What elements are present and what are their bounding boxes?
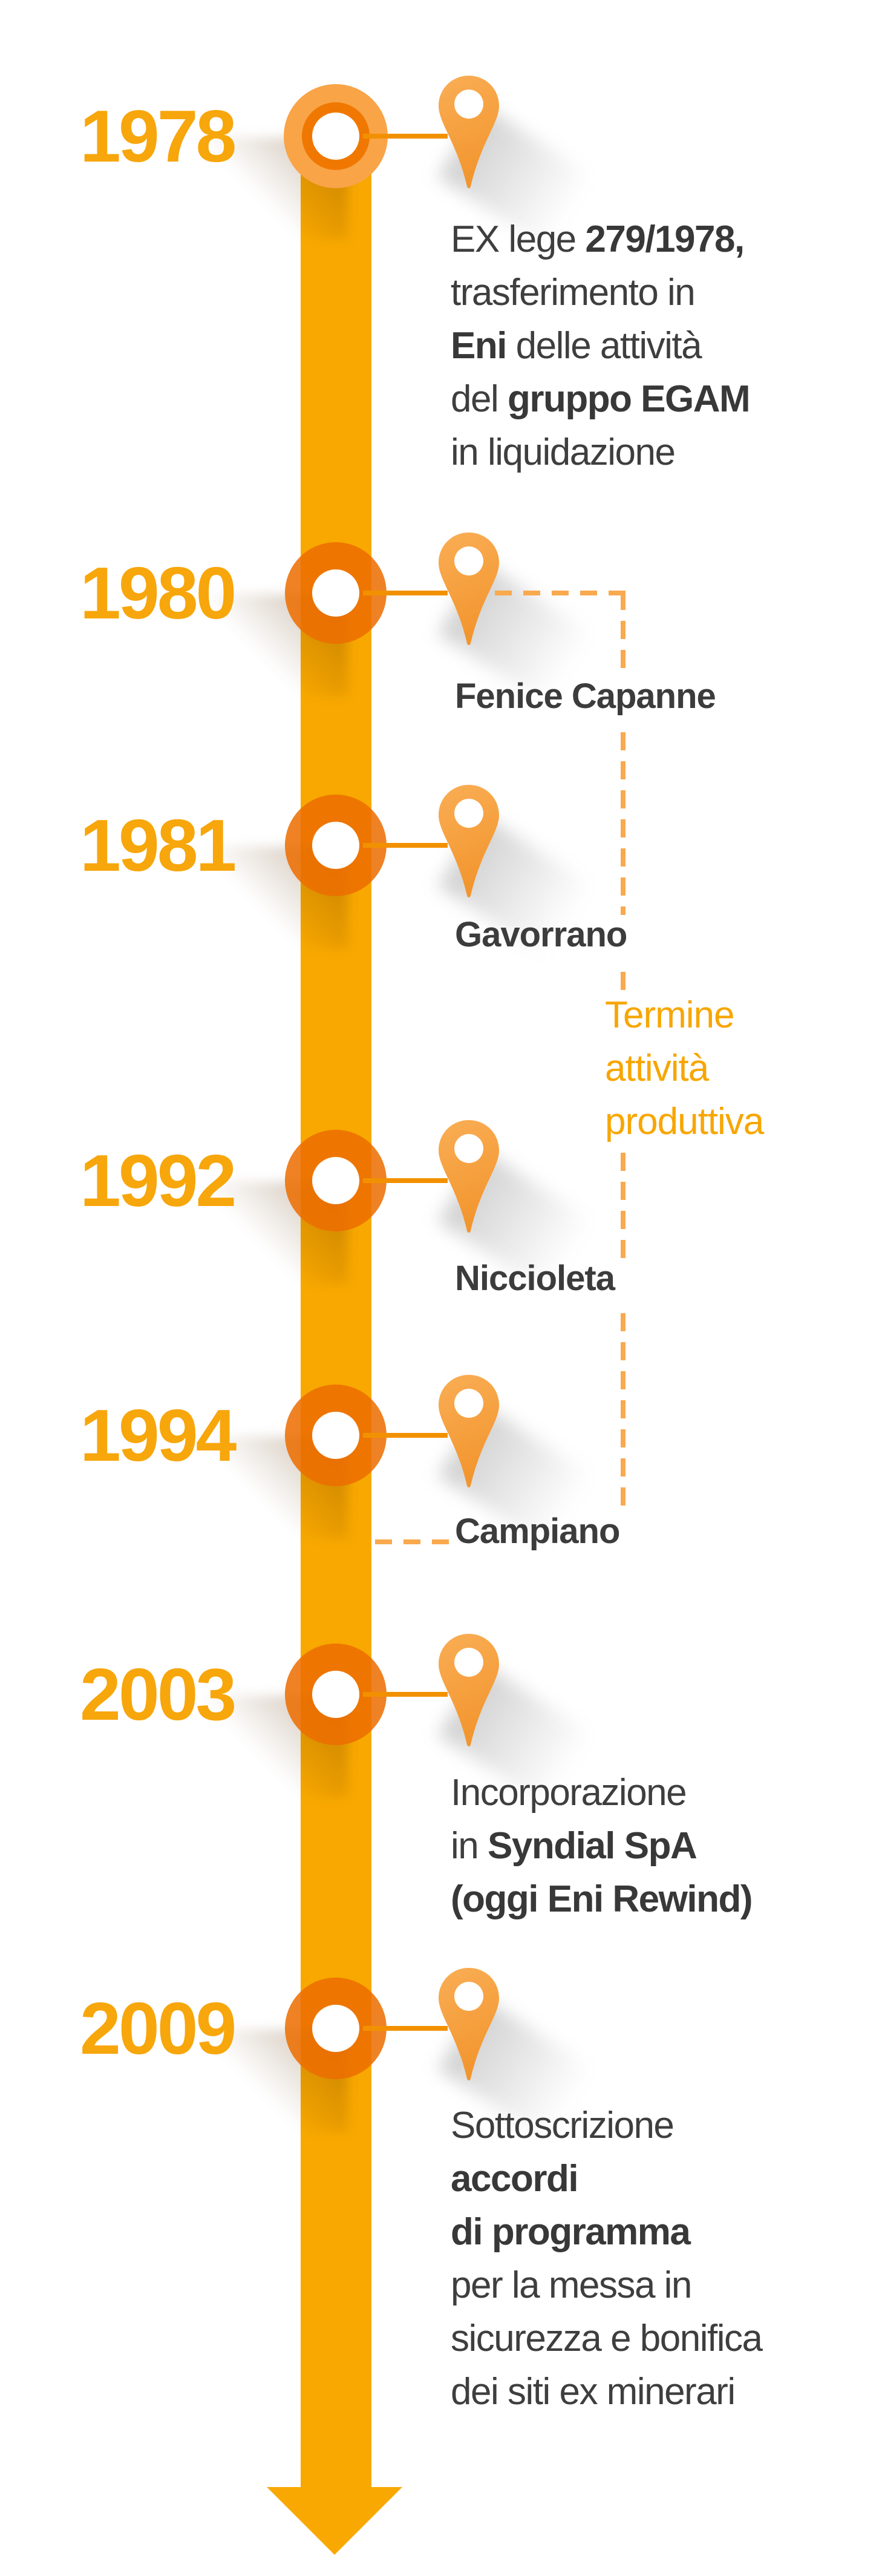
text-line: Termine	[605, 994, 735, 1036]
text-segment: trasferimento in	[451, 272, 696, 313]
event-description-1978: EX lege 279/1978, trasferimento in Eni d…	[451, 213, 751, 479]
pin-shape	[439, 1634, 499, 1746]
connector-line	[363, 843, 448, 848]
text-segment: gruppo EGAM	[507, 378, 751, 420]
place-label-campiano: Campiano	[455, 1512, 620, 1551]
year-label-1978: 1978	[80, 95, 237, 177]
pin-hole	[454, 90, 483, 119]
place-label-niccioleta: Niccioleta	[455, 1259, 615, 1298]
connector-line	[363, 2026, 448, 2031]
map-pin-icon	[439, 76, 499, 188]
place-label-fenice-capanne: Fenice Capanne	[455, 677, 716, 716]
text-line: in liquidazione	[451, 426, 750, 479]
text-segment: (oggi Eni Rewind)	[451, 1878, 753, 1920]
text-line: per la messa in	[451, 2259, 762, 2312]
text-segment: 279/1978,	[585, 218, 745, 260]
pin-shape	[439, 1968, 499, 2080]
text-line: (oggi Eni Rewind)	[451, 1873, 753, 1926]
text-line: Incorporazione	[451, 1766, 752, 1820]
text-segment: accordi	[451, 2158, 579, 2200]
node-center	[312, 1412, 359, 1459]
dashed-line-segment	[621, 1153, 626, 1263]
text-segment: delle attività	[506, 325, 702, 367]
text-segment: del	[451, 378, 508, 420]
text-segment: per la messa in	[451, 2264, 692, 2306]
text-segment: sicurezza e bonifica	[451, 2318, 763, 2359]
dashed-line-segment	[621, 972, 626, 998]
dashed-line-segment	[621, 1313, 626, 1512]
text-segment: Syndial SpA	[487, 1825, 697, 1867]
event-description-2009: Sottoscrizione accordi di programma per …	[451, 2099, 763, 2419]
dashed-line-segment	[621, 592, 626, 679]
pin-shape	[439, 785, 499, 897]
connector-line	[363, 1178, 448, 1183]
text-line: trasferimento in	[451, 266, 750, 320]
dashed-line-segment	[375, 1539, 455, 1544]
year-label-1992: 1992	[80, 1139, 237, 1222]
map-pin-icon	[439, 1375, 499, 1487]
text-line: attività	[605, 1047, 709, 1089]
pin-hole	[454, 1982, 483, 2011]
text-segment: in	[451, 1825, 488, 1867]
event-description-2003: Incorporazione in Syndial SpA (oggi Eni …	[451, 1766, 753, 1926]
connector-line	[363, 1433, 448, 1438]
text-line: Eni delle attività	[451, 320, 750, 373]
text-line: Sottoscrizione	[451, 2099, 762, 2152]
year-label-1981: 1981	[80, 804, 237, 887]
text-line: sicurezza e bonifica	[451, 2312, 763, 2365]
text-segment: EX lege	[451, 218, 586, 260]
text-segment: di programma	[451, 2211, 691, 2253]
node-center	[312, 1671, 359, 1718]
map-pin-icon	[439, 533, 499, 645]
text-segment: dei siti ex minerari	[451, 2371, 736, 2413]
connector-line	[363, 1692, 448, 1697]
text-segment: Incorporazione	[451, 1772, 687, 1814]
pin-hole	[454, 1134, 483, 1163]
note-termine-attivita-produttiva: Termine attività produttiva	[605, 989, 764, 1149]
map-pin-icon	[439, 785, 499, 897]
node-center	[312, 2005, 359, 2052]
year-label-1980: 1980	[80, 552, 237, 634]
pin-shape	[439, 1120, 499, 1233]
dashed-line-segment	[621, 732, 626, 915]
pin-shape	[439, 533, 499, 645]
map-pin-icon	[439, 1634, 499, 1746]
node-center	[312, 822, 359, 869]
pin-shape	[439, 1375, 499, 1487]
year-label-2009: 2009	[80, 1987, 237, 2070]
text-segment: Sottoscrizione	[451, 2105, 675, 2146]
pin-hole	[454, 1389, 483, 1418]
text-line: di programma	[451, 2206, 762, 2259]
text-line: del gruppo EGAM	[451, 373, 751, 426]
node-center	[312, 113, 359, 160]
text-segment: in liquidazione	[451, 431, 676, 473]
map-pin-icon	[439, 1120, 499, 1233]
text-line: in Syndial SpA	[451, 1820, 752, 1873]
pin-hole	[454, 1648, 483, 1677]
pin-shape	[439, 76, 499, 188]
dashed-line-segment	[495, 591, 626, 595]
connector-line	[363, 591, 448, 595]
place-label-gavorrano: Gavorrano	[455, 915, 627, 954]
text-segment: Eni	[451, 325, 507, 367]
pin-hole	[454, 799, 483, 828]
arrow-down-icon	[267, 2487, 402, 2555]
connector-line	[363, 134, 448, 139]
node-center	[312, 569, 359, 617]
year-label-2003: 2003	[80, 1653, 237, 1735]
node-center	[312, 1157, 359, 1204]
text-line: produttiva	[605, 1101, 764, 1142]
text-line: accordi	[451, 2152, 762, 2206]
map-pin-icon	[439, 1968, 499, 2080]
year-label-1994: 1994	[80, 1394, 237, 1476]
text-line: dei siti ex minerari	[451, 2365, 762, 2419]
pin-hole	[454, 546, 483, 575]
text-line: EX lege 279/1978,	[451, 213, 750, 266]
timeline-band	[301, 136, 371, 2488]
